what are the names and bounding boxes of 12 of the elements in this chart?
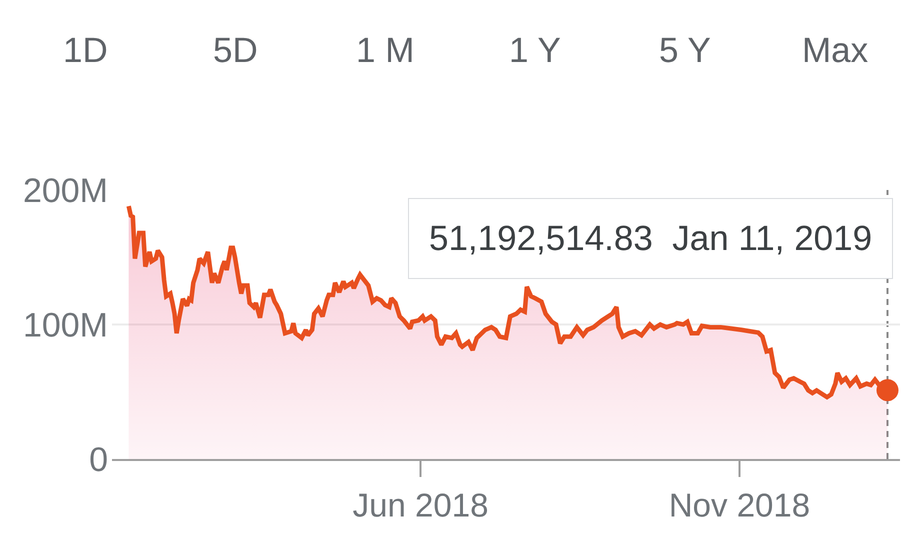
text: 1 M (356, 31, 414, 70)
text: 5 Y (659, 31, 711, 70)
x-tick-label: Jun 2018 (352, 486, 488, 524)
y-tick-label: 0 (89, 440, 108, 479)
text: 5D (213, 31, 258, 70)
text: Max (802, 31, 869, 70)
text: 1D (63, 31, 108, 70)
y-tick-label: 100M (22, 306, 108, 344)
x-tick-label: Nov 2018 (668, 486, 810, 524)
y-tick-label: 200M (22, 172, 108, 210)
annotation: 51,192,514.83 Jan 11, 2019 (429, 219, 872, 258)
text: 1 Y (509, 31, 561, 70)
